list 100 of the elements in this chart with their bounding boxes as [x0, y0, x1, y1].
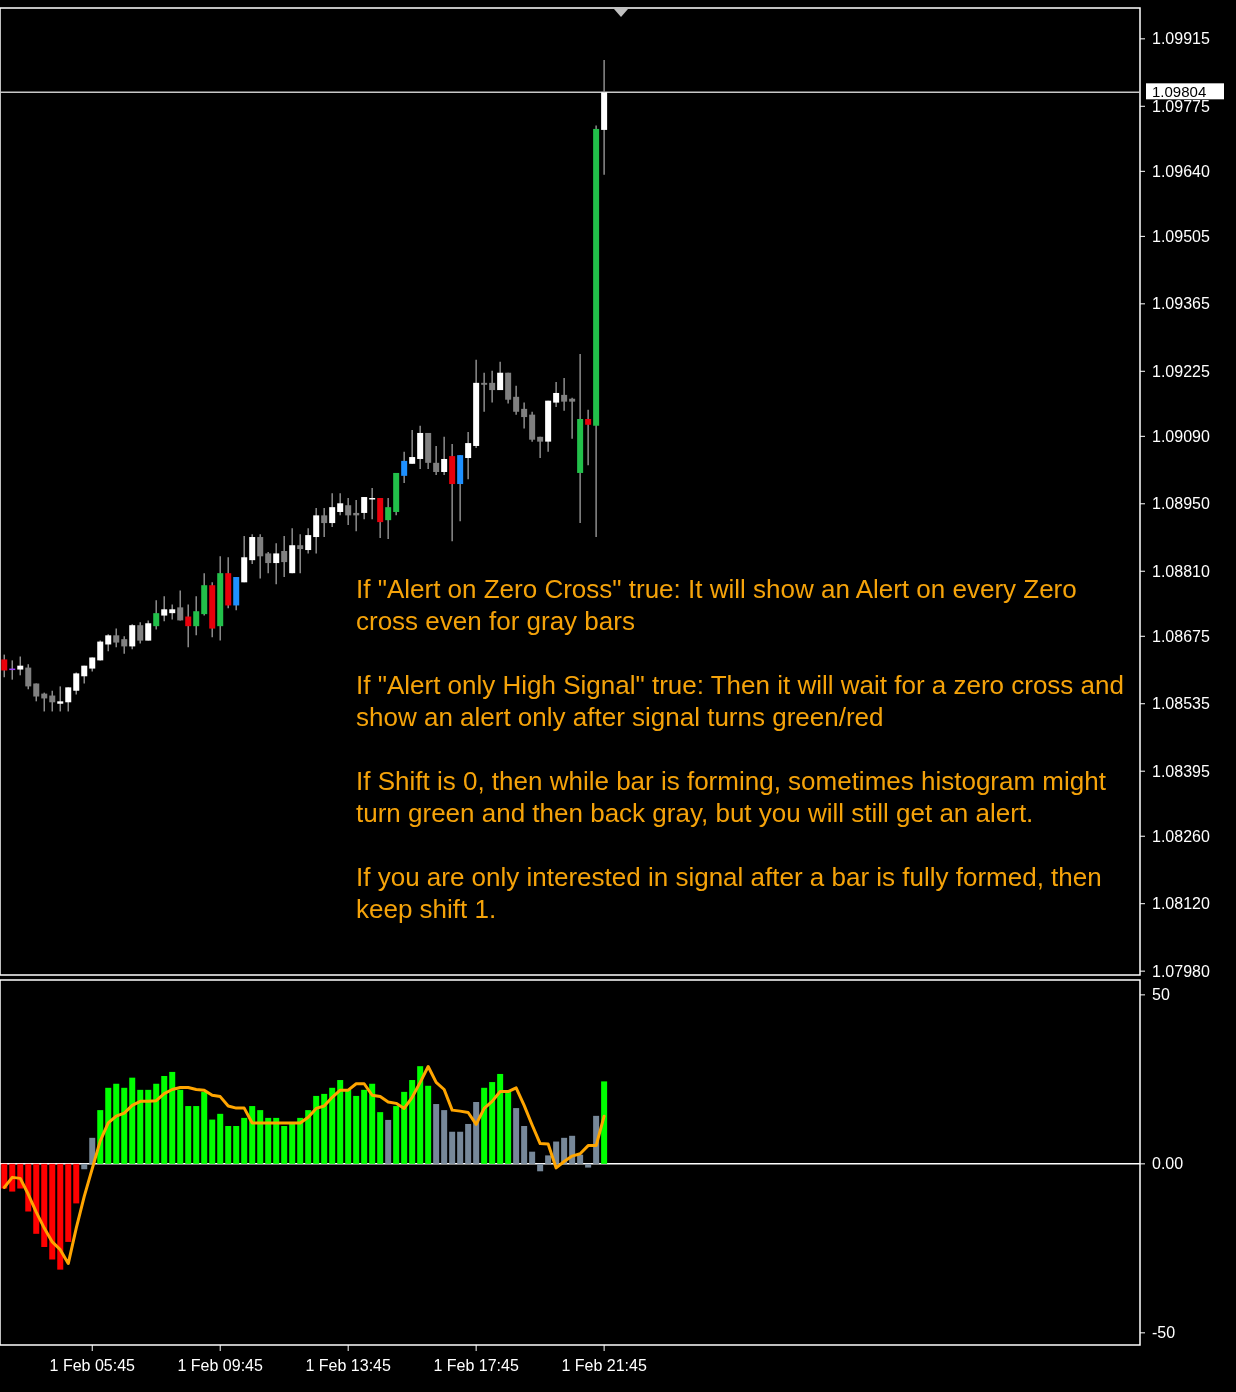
y-tick-label: 1.09640: [1152, 162, 1210, 180]
candlestick: [369, 487, 376, 520]
y-tick-label: 1.08120: [1152, 895, 1210, 913]
candlestick: [145, 619, 152, 642]
candlestick: [57, 685, 64, 713]
candlestick: [345, 497, 352, 526]
candlestick: [585, 409, 592, 466]
candlestick: [489, 370, 496, 404]
bar: [281, 1126, 288, 1164]
y-tick-label: 1.09915: [1152, 30, 1210, 48]
candlestick: [129, 623, 136, 651]
candlestick: [25, 663, 32, 691]
bar: [329, 1087, 336, 1164]
bar: [449, 1131, 456, 1164]
bar: [145, 1089, 152, 1164]
bar: [353, 1095, 360, 1164]
bar: [137, 1089, 144, 1164]
candlestick: [49, 689, 56, 713]
y-tick-label: 1.09090: [1152, 427, 1210, 445]
bar: [169, 1071, 176, 1164]
candlestick: [401, 451, 408, 484]
bar: [265, 1117, 272, 1164]
bar: [417, 1066, 424, 1164]
candlestick: [553, 381, 560, 408]
bar: [537, 1163, 544, 1172]
y-tick-label: 1.08810: [1152, 562, 1210, 580]
bar: [345, 1089, 352, 1164]
candlestick: [521, 401, 528, 430]
annotation: If Shift is 0, then while bar is forming, sometimes histogram might turn green and then back gray, but you will still get an alert.: [356, 766, 1107, 828]
y-tick-label: 0.00: [1152, 1155, 1184, 1173]
y-tick-label: 1.09505: [1152, 227, 1210, 245]
candlestick: [409, 429, 416, 465]
bar: [257, 1110, 264, 1164]
bar: [337, 1080, 344, 1164]
bar: [385, 1119, 392, 1164]
bar: [73, 1163, 80, 1204]
bar: [217, 1113, 224, 1164]
y-tick-label: 1.08260: [1152, 827, 1210, 845]
bar: [585, 1163, 592, 1168]
bar: [57, 1163, 64, 1270]
y-tick-label: 1.09365: [1152, 295, 1210, 313]
candlestick: [441, 436, 448, 476]
bar: [497, 1073, 504, 1164]
candlestick: [313, 507, 320, 555]
candlestick: [273, 542, 280, 585]
bar: [305, 1110, 312, 1164]
bar: [41, 1163, 48, 1247]
x-tick-label: 1 Feb 13:45: [305, 1357, 391, 1374]
bar: [121, 1087, 128, 1164]
x-tick-label: 1 Feb 05:45: [49, 1357, 136, 1374]
bar: [361, 1089, 368, 1164]
candlestick: [433, 445, 440, 476]
bar: [289, 1121, 296, 1164]
annotation: If you are only interested in signal after a bar is fully formed, then keep shift 1.: [356, 862, 1102, 924]
candlestick: [385, 497, 392, 540]
y-tick-label: 1.07980: [1152, 962, 1210, 980]
bar: [209, 1119, 216, 1164]
candlestick: [265, 551, 272, 574]
candlestick: [177, 589, 184, 622]
bar: [81, 1163, 88, 1170]
y-tick-label: 1.09225: [1152, 362, 1210, 380]
bar: [465, 1123, 472, 1164]
candlestick: [169, 603, 176, 621]
bar: [161, 1075, 168, 1164]
bar: [521, 1126, 528, 1164]
bar: [601, 1081, 608, 1164]
bar: [49, 1163, 56, 1260]
y-tick-label: 1.08395: [1152, 762, 1210, 780]
bar: [321, 1093, 328, 1164]
candlestick: [113, 627, 120, 649]
candlestick: [73, 671, 80, 696]
x-tick-label: 1 Feb 17:45: [433, 1357, 519, 1374]
bar: [129, 1077, 136, 1164]
y-tick-label: 1.08535: [1152, 695, 1210, 713]
bar: [105, 1087, 112, 1164]
bar: [313, 1095, 320, 1164]
candlestick: [161, 595, 168, 623]
candlestick: [465, 431, 472, 480]
bar: [201, 1091, 208, 1164]
bar: [369, 1083, 376, 1164]
bar: [233, 1126, 240, 1164]
candlestick: [513, 384, 520, 416]
bar: [433, 1104, 440, 1164]
ref-line-label: 1.09804: [1152, 82, 1207, 100]
candlestick: [569, 397, 576, 440]
bar: [65, 1163, 72, 1242]
y-tick-label: 1.08675: [1152, 627, 1210, 645]
bar: [489, 1082, 496, 1164]
y-tick-label: -50: [1152, 1324, 1176, 1342]
bar: [297, 1117, 304, 1164]
candlestick: [65, 686, 72, 713]
bar: [505, 1091, 512, 1164]
candlestick: [137, 621, 144, 645]
bar: [113, 1083, 120, 1164]
candlestick: [281, 535, 288, 578]
candlestick: [17, 655, 24, 677]
x-tick-label: 1 Feb 09:45: [177, 1357, 264, 1374]
candlestick: [481, 371, 488, 413]
bar: [153, 1083, 160, 1164]
bar: [481, 1087, 488, 1164]
